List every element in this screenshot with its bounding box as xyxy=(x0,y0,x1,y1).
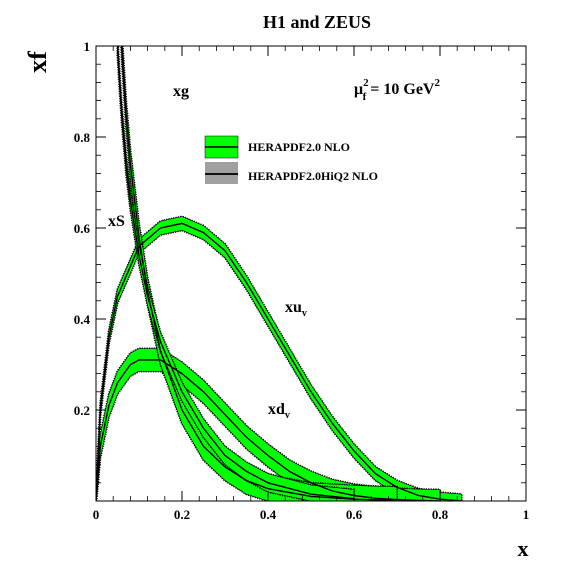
y-tick-label: 0.6 xyxy=(74,221,91,236)
band-nlo-xg xyxy=(120,46,398,501)
x-tick-label: 0.6 xyxy=(346,507,363,522)
plot-frame xyxy=(95,45,527,502)
legend: HERAPDF2.0 NLO HERAPDF2.0HiQ2 NLO xyxy=(204,135,378,184)
series-label-xg: xg xyxy=(173,83,189,100)
ticks-layer: 0 0.2 0.4 0.6 0.8 1 0.2 0.4 0.6 0.8 1 xyxy=(74,39,530,522)
y-axis-label: xf xyxy=(23,51,52,73)
series-label-xuv: xuv xyxy=(285,299,307,319)
central-line-xs xyxy=(116,46,355,500)
x-tick-label: 0.8 xyxy=(432,507,449,522)
y-tick-label: 0.8 xyxy=(74,130,91,145)
central-line-xuv xyxy=(96,222,462,501)
y-tick-label: 0.4 xyxy=(74,312,91,327)
scale-label-rest: = 10 GeV xyxy=(366,81,435,98)
x-axis-label: x xyxy=(518,536,529,561)
x-tick-label: 0.2 xyxy=(174,507,190,522)
y-tick-label: 0.2 xyxy=(74,403,90,418)
series-label-xdv-main: xd xyxy=(268,401,285,418)
bands-layer xyxy=(96,46,463,501)
series-label-xdv: xdv xyxy=(268,401,290,421)
series-label-xdv-sub: v xyxy=(285,410,290,421)
central-line-xg xyxy=(121,46,398,501)
scale-label-sup: 2 xyxy=(363,77,369,89)
scale-label-base: μ xyxy=(354,81,363,98)
x-tick-label: 0.4 xyxy=(260,507,277,522)
y-tick-label: 1 xyxy=(84,39,91,54)
scale-label-unit-sup: 2 xyxy=(434,77,440,89)
scale-label-sub: f xyxy=(363,91,367,103)
band-nlo-xuv xyxy=(96,216,462,501)
chart-title: H1 and ZEUS xyxy=(263,12,371,32)
lines-layer xyxy=(96,46,462,501)
legend-label-hiq2: HERAPDF2.0HiQ2 NLO xyxy=(248,169,378,183)
scale-label: μ2 f = 10 GeV2 xyxy=(354,77,440,103)
x-tick-label: 1 xyxy=(523,507,530,522)
series-label-xuv-sub: v xyxy=(302,308,307,319)
band-hiq2-xg xyxy=(120,46,399,501)
x-tick-label: 0 xyxy=(93,507,100,522)
series-label-xs: xS xyxy=(108,213,125,230)
legend-swatch-hiq2 xyxy=(205,162,238,184)
central-line-xdv xyxy=(96,359,441,501)
legend-label-nlo: HERAPDF2.0 NLO xyxy=(248,140,350,154)
series-label-xuv-main: xu xyxy=(285,299,302,316)
